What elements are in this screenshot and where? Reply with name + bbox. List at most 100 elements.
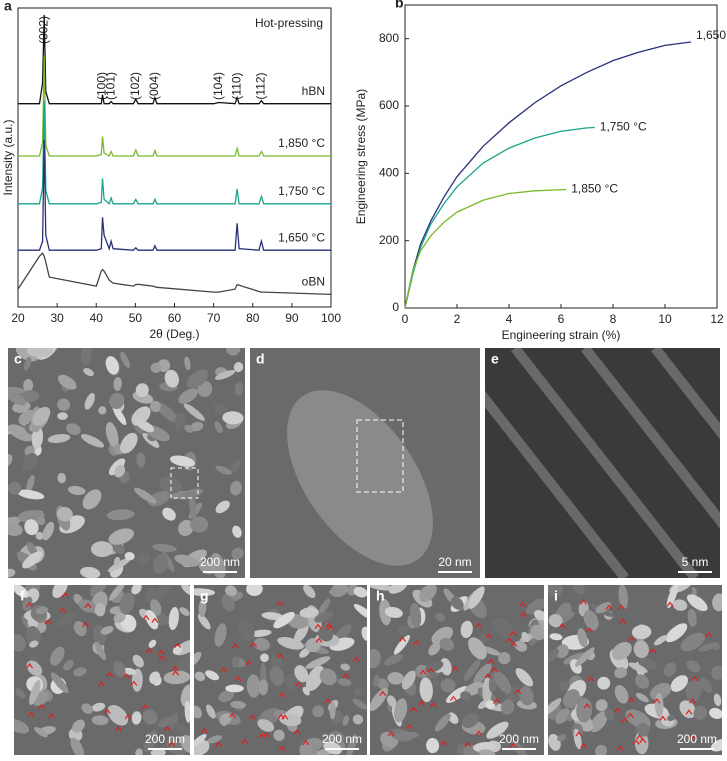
- grain: [409, 602, 422, 628]
- arrow: [158, 655, 166, 661]
- grain: [299, 647, 311, 658]
- arrow: [231, 643, 239, 649]
- grain: [22, 596, 33, 611]
- arrow: [106, 671, 114, 678]
- peak-label: (102): [128, 72, 142, 100]
- grain: [107, 557, 131, 573]
- grain: [8, 386, 27, 394]
- arrow: [245, 660, 253, 666]
- grain: [548, 614, 563, 628]
- arrow: [276, 653, 284, 659]
- grain: [190, 421, 204, 432]
- grain: [100, 625, 114, 635]
- arrow: [353, 656, 361, 662]
- arrow: [81, 621, 89, 628]
- grain: [232, 525, 242, 538]
- grain: [685, 678, 702, 703]
- grain: [557, 734, 567, 742]
- grains: [548, 585, 722, 755]
- series-line: [17, 252, 332, 296]
- grain: [72, 719, 85, 733]
- grains: [485, 348, 720, 578]
- grain: [162, 507, 176, 521]
- grain: [56, 506, 73, 522]
- grain: [597, 676, 611, 690]
- grain: [473, 742, 496, 753]
- grain: [184, 356, 191, 371]
- grain: [712, 593, 722, 612]
- grain: [98, 406, 107, 415]
- grain: [430, 680, 440, 688]
- grain: [548, 698, 562, 715]
- grain: [686, 594, 708, 612]
- panel-letter: h: [376, 588, 385, 604]
- grain: [680, 632, 705, 652]
- grain: [135, 748, 143, 755]
- grain: [686, 660, 701, 673]
- grain: [90, 585, 108, 597]
- grain: [144, 730, 158, 753]
- grain: [519, 686, 534, 706]
- grain: [80, 348, 92, 366]
- grain: [401, 670, 416, 690]
- grain: [164, 369, 179, 388]
- arrow: [250, 642, 258, 648]
- arrow: [59, 607, 67, 613]
- grain: [384, 606, 403, 618]
- grain: [52, 585, 68, 599]
- grain: [131, 668, 143, 692]
- arrow: [157, 649, 165, 655]
- arrow: [234, 675, 242, 682]
- grain: [253, 637, 270, 651]
- grain: [73, 667, 87, 677]
- grain: [12, 401, 31, 413]
- grain: [299, 742, 313, 755]
- arrow: [505, 637, 513, 643]
- grain: [56, 612, 76, 628]
- panel-letter: f: [20, 588, 25, 604]
- grain: [109, 392, 125, 410]
- grain: [590, 711, 608, 733]
- grain: [159, 476, 183, 494]
- grain: [633, 640, 649, 659]
- scale-bar-label: 5 nm: [682, 555, 709, 569]
- x-tick-label: 0: [402, 312, 409, 326]
- grain: [460, 691, 472, 701]
- grain: [317, 626, 334, 642]
- grain: [604, 708, 615, 721]
- micrograph: h 200 nm: [370, 585, 544, 755]
- grain: [468, 637, 487, 660]
- grain: [105, 422, 119, 448]
- grain: [152, 543, 177, 553]
- arrow: [324, 698, 332, 704]
- grain: [131, 711, 142, 725]
- arrow: [278, 691, 286, 698]
- grain: [80, 434, 105, 448]
- arrow: [475, 622, 483, 629]
- grain: [384, 653, 404, 666]
- grain: [387, 672, 405, 685]
- arrow: [387, 730, 395, 737]
- grain: [106, 509, 135, 521]
- grain: [460, 620, 473, 639]
- arrow: [419, 669, 427, 675]
- grain: [8, 388, 27, 406]
- arrow: [47, 713, 55, 719]
- lattice-band: [651, 348, 720, 440]
- arrow: [141, 704, 149, 710]
- grain: [25, 626, 42, 646]
- micrograph: c 200 nm: [8, 348, 245, 578]
- arrow: [61, 592, 69, 598]
- grain: [450, 596, 464, 610]
- plot-frame: [17, 7, 332, 308]
- y-tick-label: 400: [379, 166, 399, 180]
- arrow: [614, 707, 622, 713]
- grain: [299, 607, 319, 618]
- arrow: [172, 670, 180, 676]
- arrow: [627, 635, 635, 642]
- grain: [149, 671, 161, 685]
- grain: [183, 403, 205, 421]
- grain: [145, 587, 158, 604]
- grain: [419, 585, 437, 603]
- grain: [57, 412, 68, 420]
